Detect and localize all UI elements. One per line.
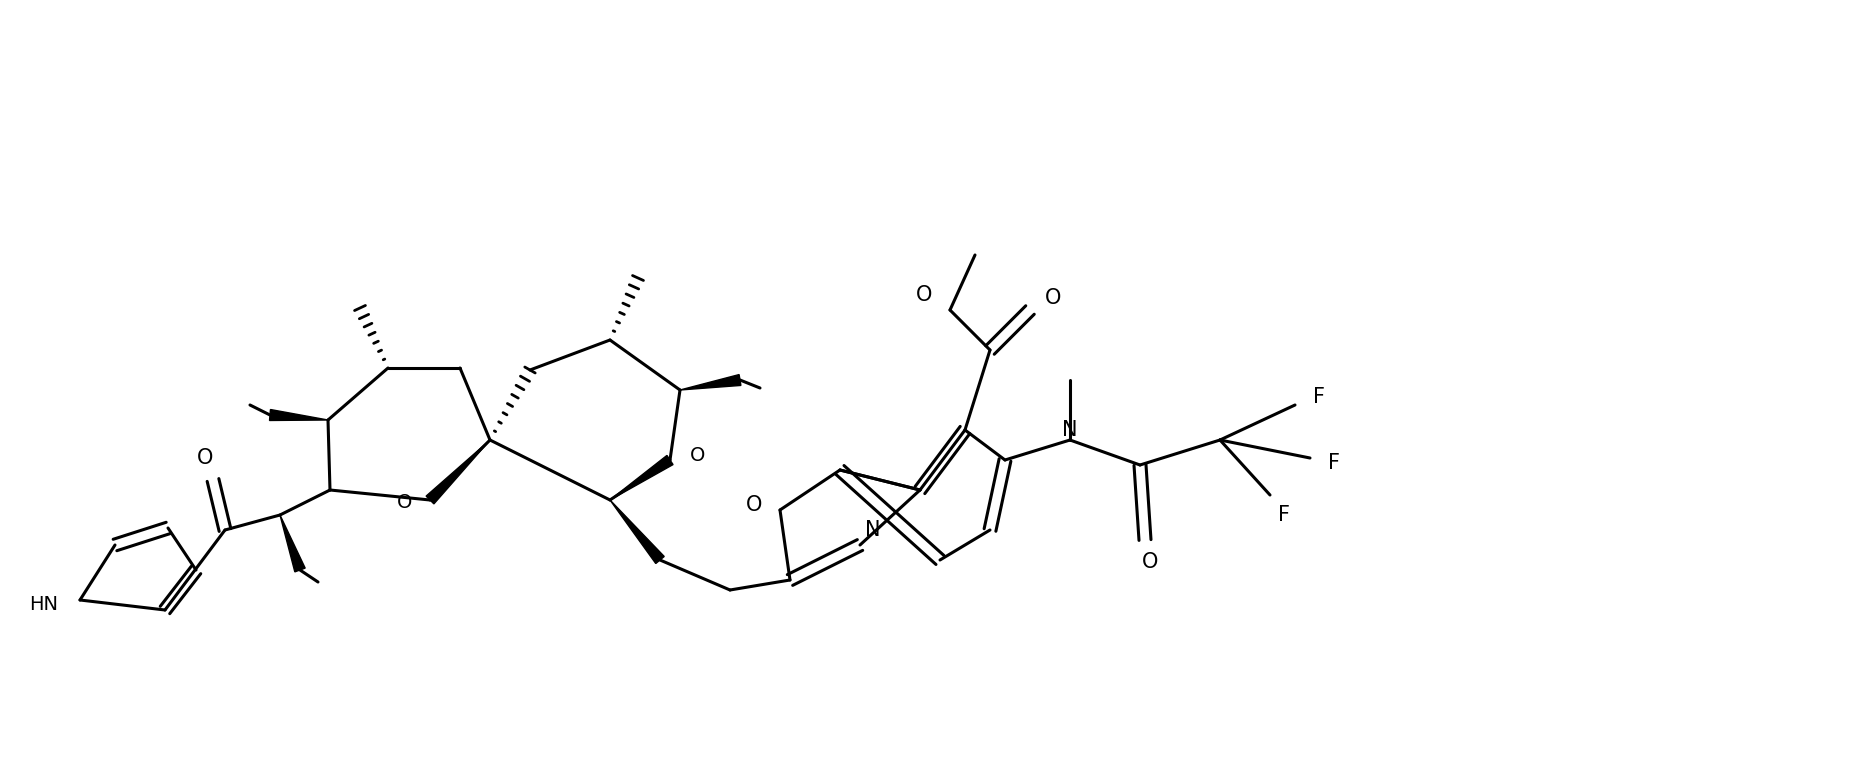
- Polygon shape: [610, 500, 664, 564]
- Polygon shape: [426, 440, 489, 504]
- Text: F: F: [1327, 453, 1340, 473]
- Text: O: O: [1046, 288, 1060, 308]
- Text: F: F: [1313, 387, 1326, 407]
- Text: O: O: [197, 448, 213, 468]
- Text: F: F: [1277, 505, 1290, 525]
- Text: O: O: [745, 495, 762, 515]
- Text: HN: HN: [30, 595, 57, 614]
- Polygon shape: [269, 410, 328, 420]
- Text: O: O: [1142, 552, 1159, 572]
- Polygon shape: [610, 455, 673, 500]
- Text: O: O: [397, 493, 412, 512]
- Polygon shape: [280, 515, 306, 572]
- Text: N: N: [1062, 420, 1077, 440]
- Text: O: O: [916, 285, 933, 305]
- Text: O: O: [690, 445, 705, 465]
- Text: N: N: [866, 520, 881, 540]
- Polygon shape: [680, 374, 742, 390]
